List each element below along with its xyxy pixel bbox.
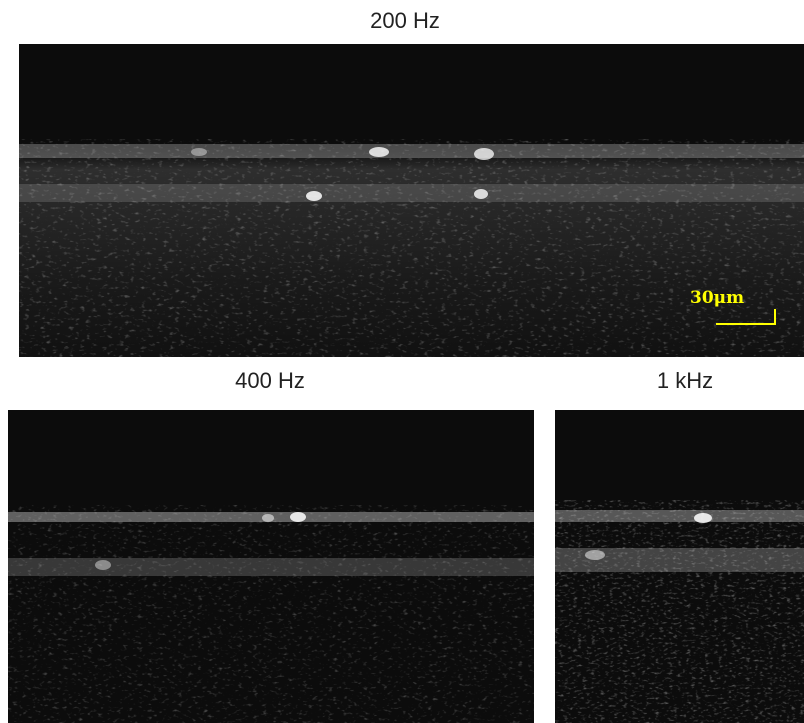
oct-image-400hz — [8, 410, 534, 723]
panel-title-400hz: 400 Hz — [235, 368, 305, 393]
scale-bar — [716, 309, 776, 325]
panel-title-1khz: 1 kHz — [656, 368, 714, 393]
oct-image-200hz — [19, 44, 804, 357]
scale-bar-label: 30μm — [690, 288, 745, 308]
oct-image-1khz — [555, 410, 804, 723]
panel-title-200hz: 200 Hz — [370, 8, 440, 33]
